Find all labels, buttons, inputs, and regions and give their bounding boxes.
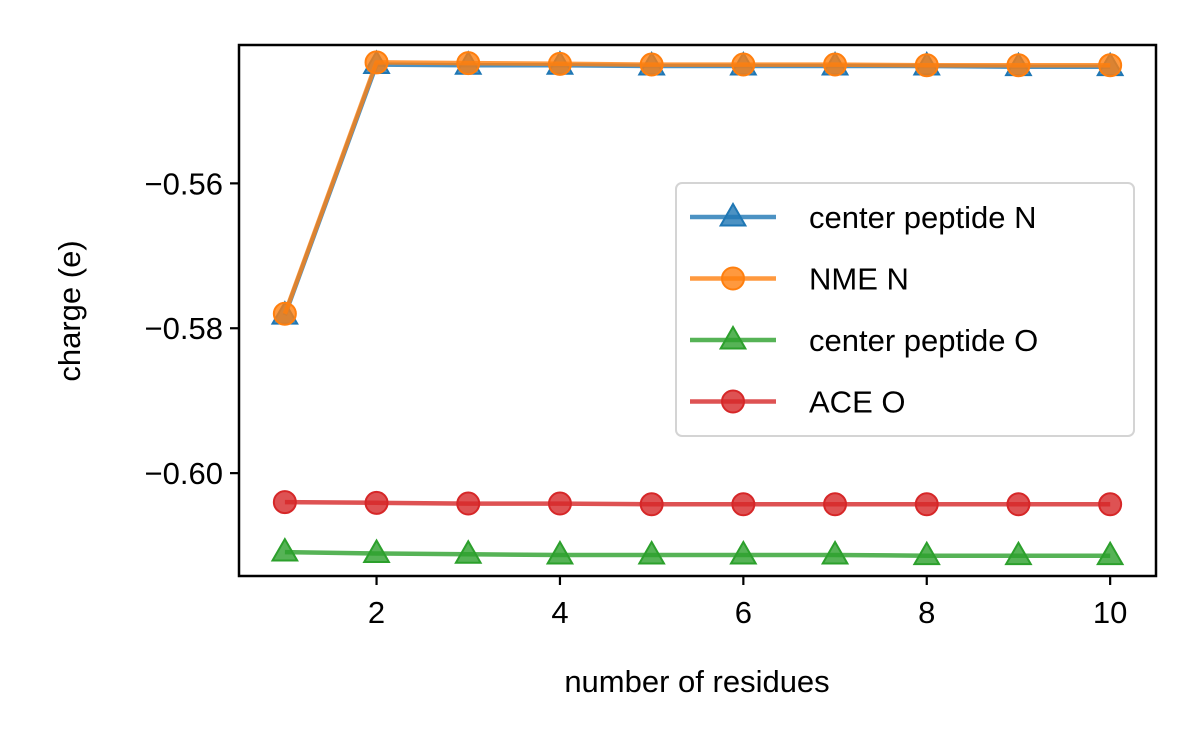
legend-item: NME N — [690, 262, 909, 297]
series-line — [284, 499, 1111, 507]
data-point — [637, 539, 666, 565]
legend-marker — [721, 389, 745, 414]
y-tick-label: −0.56 — [145, 166, 223, 201]
data-point — [820, 539, 850, 565]
data-point — [1006, 492, 1031, 517]
data-point — [364, 490, 389, 515]
series-2 — [270, 537, 1125, 566]
y-axis: −0.56 −0.58 −0.60 — [145, 166, 239, 491]
x-axis-label: number of residues — [564, 664, 829, 699]
legend-label: NME N — [809, 262, 909, 297]
data-point — [731, 492, 756, 517]
data-point — [823, 52, 848, 77]
series-line — [282, 60, 1111, 315]
data-point — [1098, 53, 1123, 78]
x-tick-label: 2 — [368, 595, 385, 630]
x-tick-label: 6 — [735, 595, 752, 630]
data-point — [1096, 540, 1125, 566]
legend-item: ACE O — [690, 385, 905, 420]
data-point — [545, 539, 575, 565]
data-point — [823, 492, 848, 517]
series-3 — [272, 490, 1123, 517]
data-point — [547, 491, 572, 516]
data-point — [362, 538, 391, 563]
legend-label: center peptide O — [809, 323, 1038, 358]
legend-label: ACE O — [809, 385, 905, 420]
x-axis: 2 4 6 8 10 — [368, 576, 1127, 630]
legend-item: center peptide O — [690, 323, 1038, 358]
x-tick-label: 8 — [918, 595, 935, 630]
data-point — [270, 537, 299, 562]
data-point — [1006, 53, 1031, 78]
legend: center peptide N NME N center peptide O ACE… — [675, 182, 1135, 437]
data-point — [729, 539, 758, 565]
y-tick-label: −0.58 — [145, 311, 223, 346]
y-tick-label: −0.60 — [145, 456, 223, 491]
data-point — [1098, 492, 1123, 517]
data-point — [1004, 540, 1033, 566]
data-point — [456, 51, 481, 76]
legend-marker — [718, 201, 748, 227]
series-1 — [272, 50, 1123, 326]
legend-marker — [721, 266, 745, 291]
x-tick-label: 10 — [1093, 595, 1127, 630]
data-point — [731, 52, 756, 77]
legend-box — [675, 182, 1135, 437]
y-axis-label: charge (e) — [52, 240, 87, 381]
x-tick-label: 4 — [551, 595, 568, 630]
legend-item: center peptide N — [690, 200, 1036, 235]
legend-label: center peptide N — [809, 200, 1036, 235]
data-point — [639, 492, 664, 517]
legend-marker — [718, 324, 748, 350]
data-point — [364, 50, 389, 75]
plot-frame — [237, 43, 1158, 578]
plot-marks — [270, 49, 1125, 566]
data-point — [912, 540, 941, 566]
data-point — [914, 53, 939, 78]
data-point — [272, 490, 297, 515]
data-point — [456, 491, 481, 516]
data-point — [914, 492, 939, 517]
series-line — [284, 549, 1111, 558]
data-point — [454, 539, 483, 564]
data-point — [272, 301, 297, 326]
data-point — [639, 52, 664, 77]
data-point — [547, 51, 572, 76]
